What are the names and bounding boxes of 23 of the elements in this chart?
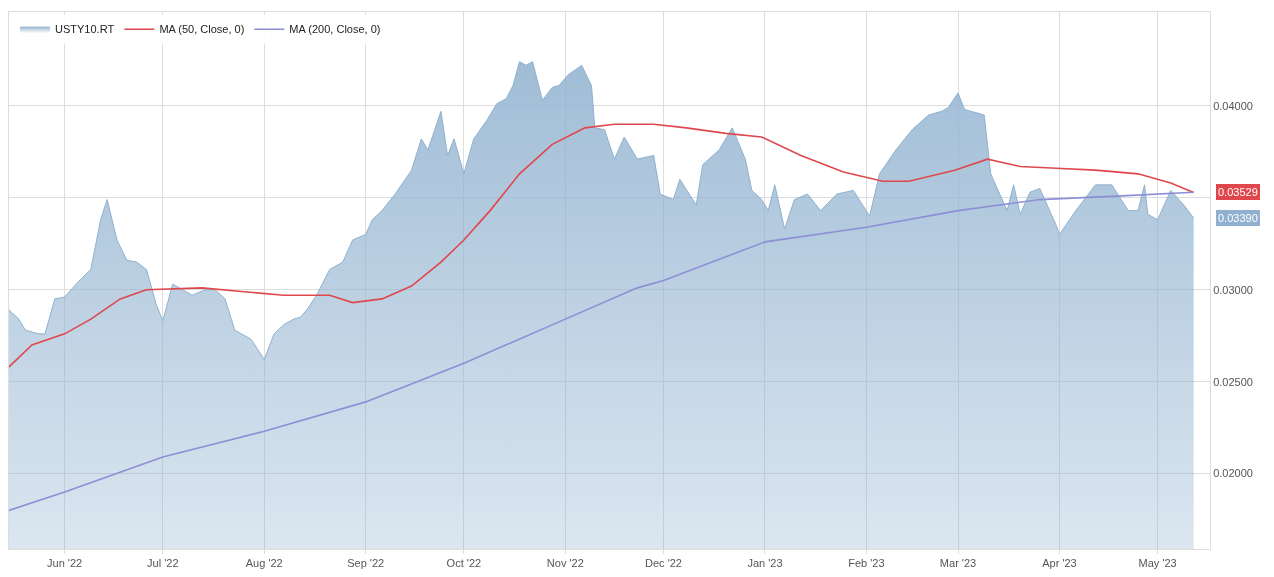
x-tick-label: Dec '22: [645, 557, 682, 570]
annotation: 0.03529: [1218, 186, 1258, 198]
x-tick-label: Sep '22: [347, 557, 385, 570]
y-tick-label: 0.02000: [1213, 467, 1253, 480]
legend-label: MA (50, Close, 0): [159, 23, 245, 36]
line-series: [9, 123, 1195, 368]
x-tick-label: Nov '22: [546, 557, 584, 570]
x-tick-label: Apr '23: [1042, 557, 1077, 570]
x-tick-label: Oct '22: [446, 557, 482, 570]
x-tick-label: Jun '22: [47, 557, 83, 570]
legend-label: USTY10.RT: [55, 23, 115, 36]
y-tick-label: 0.04000: [1213, 99, 1253, 112]
x-tick-label: Feb '23: [848, 557, 885, 570]
y-tick-label: 0.02500: [1213, 375, 1253, 388]
y-tick-label: 0.03000: [1213, 283, 1253, 296]
x-tick-label: Jul '22: [147, 557, 179, 570]
x-tick-label: Mar '23: [939, 557, 977, 570]
x-tick-label: May '23: [1138, 557, 1177, 570]
x-tick-label: Jan '23: [747, 557, 783, 570]
legend-label: MA (200, Close, 0): [289, 23, 381, 36]
annotation: 0.03390: [1218, 212, 1258, 224]
x-tick-label: Aug '22: [245, 557, 283, 570]
line-series: [9, 191, 1195, 512]
